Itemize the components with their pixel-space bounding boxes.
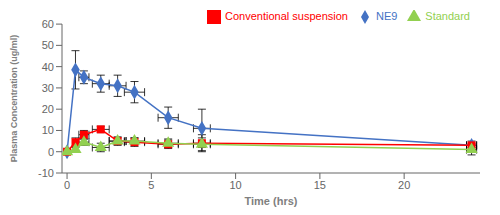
- svg-text:20: 20: [398, 179, 410, 191]
- html-text:Standard: Standard: [425, 10, 470, 22]
- html-text:NE9: NE9: [375, 10, 398, 22]
- svg-text:10: 10: [229, 179, 241, 191]
- svg-text:50: 50: [42, 39, 54, 51]
- svg-text:60: 60: [42, 18, 54, 30]
- svg-text:10: 10: [42, 124, 54, 136]
- svg-text:40: 40: [42, 61, 54, 73]
- svg-text:Time (hrs): Time (hrs): [245, 195, 298, 207]
- svg-text:Plasma Concentration (ug/ml): Plasma Concentration (ug/ml): [9, 35, 19, 163]
- svg-text:0: 0: [48, 146, 54, 158]
- svg-text:30: 30: [42, 82, 54, 94]
- html-text:Conventional suspension: Conventional suspension: [225, 10, 348, 22]
- svg-text:15: 15: [314, 179, 326, 191]
- svg-text:-10: -10: [38, 167, 54, 179]
- svg-text:20: 20: [42, 103, 54, 115]
- svg-text:5: 5: [148, 179, 154, 191]
- svg-text:0: 0: [64, 179, 70, 191]
